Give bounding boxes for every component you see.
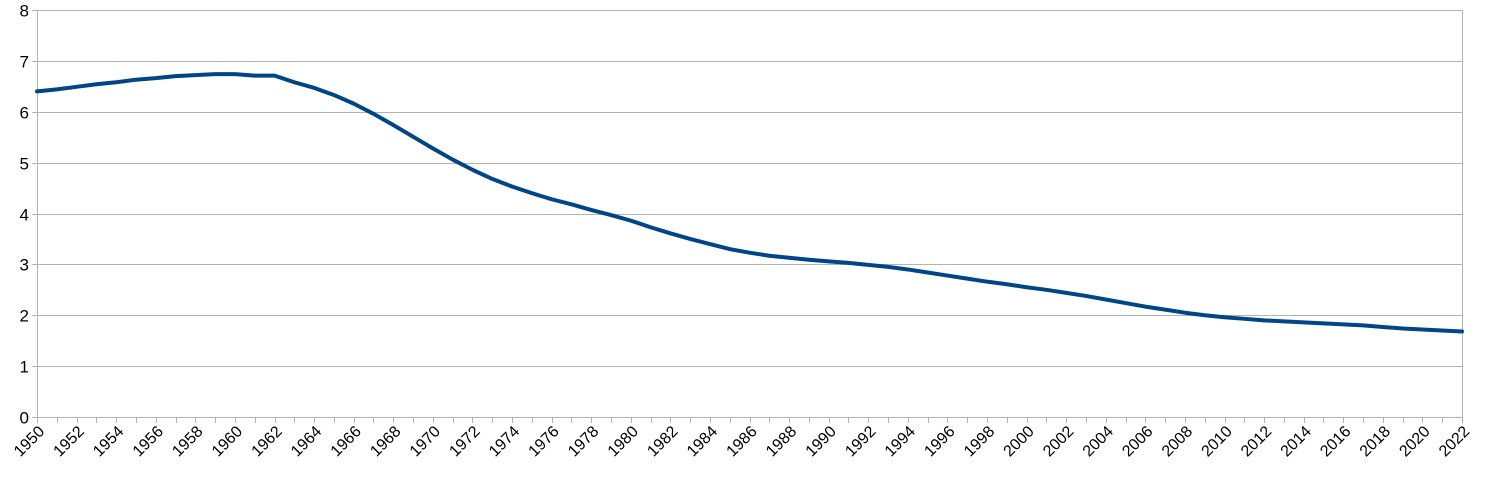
axes — [32, 10, 1463, 423]
x-tick-label-2020: 2020 — [1396, 423, 1433, 460]
x-tick-label-1988: 1988 — [763, 423, 800, 460]
x-tick-label-2010: 2010 — [1198, 423, 1235, 460]
x-tick-label-2012: 2012 — [1238, 423, 1275, 460]
x-tick-label-2008: 2008 — [1159, 423, 1196, 460]
x-tick-label-1974: 1974 — [486, 423, 523, 460]
x-tick-label-1990: 1990 — [803, 423, 840, 460]
x-tick-label-1992: 1992 — [842, 423, 879, 460]
x-tick-label-2004: 2004 — [1080, 423, 1117, 460]
x-tick-label-1998: 1998 — [961, 423, 998, 460]
x-tick-label-1966: 1966 — [328, 423, 365, 460]
x-tick-label-1960: 1960 — [209, 423, 246, 460]
y-tick-label-1: 1 — [20, 358, 29, 377]
y-tick-label-0: 0 — [20, 409, 29, 428]
x-tick-label-2016: 2016 — [1317, 423, 1354, 460]
x-tick-label-1952: 1952 — [51, 423, 88, 460]
x-tick-label-1980: 1980 — [605, 423, 642, 460]
y-tick-label-4: 4 — [20, 206, 29, 225]
y-tick-label-5: 5 — [20, 155, 29, 174]
x-tick-label-1996: 1996 — [921, 423, 958, 460]
x-tick-label-1956: 1956 — [130, 423, 167, 460]
series-line-0 — [35, 72, 1464, 334]
grid-lines — [37, 10, 1462, 418]
x-tick-label-1976: 1976 — [526, 423, 563, 460]
x-tick-label-1968: 1968 — [367, 423, 404, 460]
x-tick-label-2014: 2014 — [1278, 423, 1315, 460]
x-tick-label-2006: 2006 — [1119, 423, 1156, 460]
x-tick-label-1954: 1954 — [90, 423, 127, 460]
x-tick-label-1962: 1962 — [248, 423, 285, 460]
y-tick-label-6: 6 — [20, 104, 29, 123]
x-tick-label-2018: 2018 — [1357, 423, 1394, 460]
x-tick-label-2022: 2022 — [1436, 423, 1473, 460]
x-tick-label-2000: 2000 — [1001, 423, 1038, 460]
x-tick-label-1986: 1986 — [723, 423, 760, 460]
y-tick-label-8: 8 — [20, 2, 29, 21]
x-tick-label-1982: 1982 — [644, 423, 681, 460]
x-tick-label-2002: 2002 — [1040, 423, 1077, 460]
x-tick-label-1964: 1964 — [288, 423, 325, 460]
x-axis-tick-labels: 1950 1952 1954 1956 1958 1960 1962 1964 1966 1968… — [11, 423, 1473, 460]
y-tick-label-2: 2 — [20, 307, 29, 326]
y-axis-tick-labels: 0 1 2 3 4 5 6 7 8 — [20, 2, 29, 428]
x-tick-label-1978: 1978 — [565, 423, 602, 460]
x-tick-label-1994: 1994 — [882, 423, 919, 460]
x-tick-label-1958: 1958 — [169, 423, 206, 460]
y-tick-label-7: 7 — [20, 53, 29, 72]
y-tick-label-3: 3 — [20, 256, 29, 275]
data-series — [35, 72, 1464, 334]
x-tick-label-1972: 1972 — [446, 423, 483, 460]
x-tick-label-1984: 1984 — [684, 423, 721, 460]
x-tick-label-1970: 1970 — [407, 423, 444, 460]
x-tick-label-1950: 1950 — [11, 423, 48, 460]
